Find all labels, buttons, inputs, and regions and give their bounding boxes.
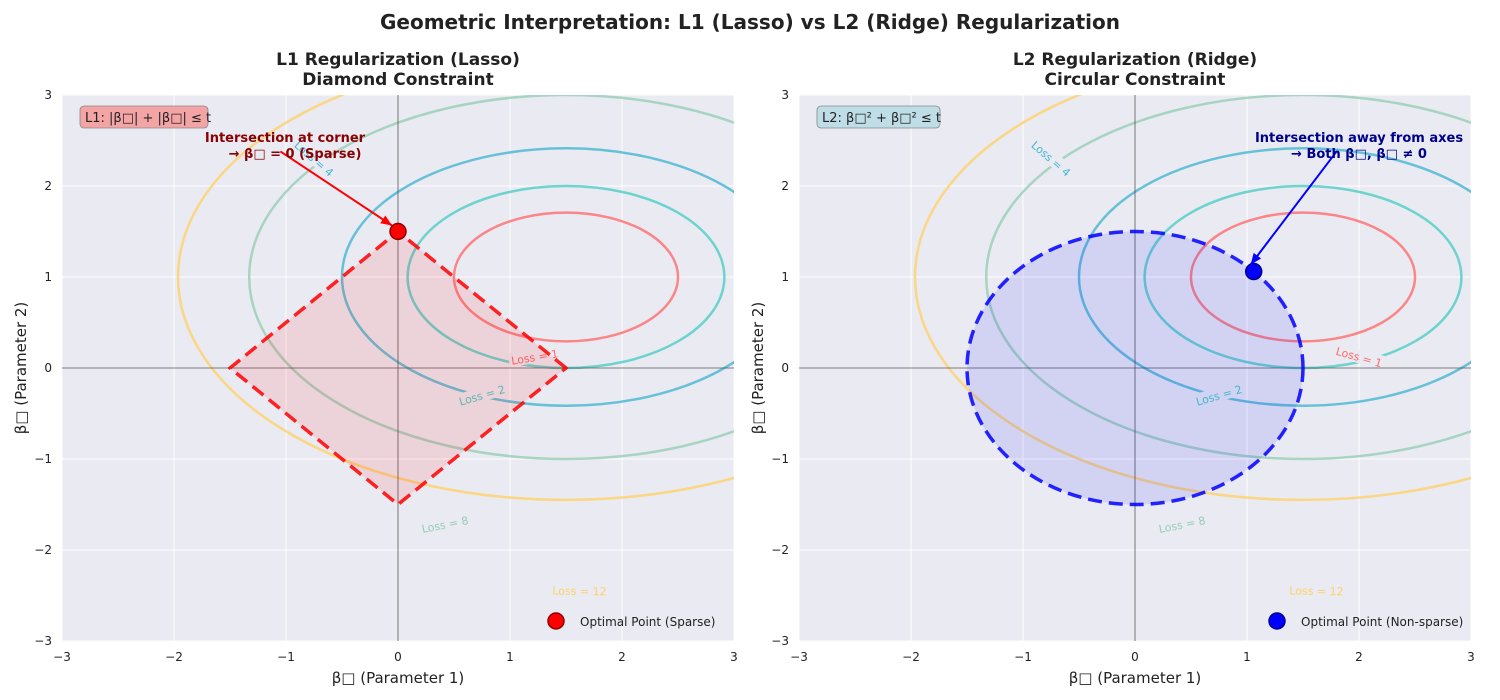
panel-title: L2 Regularization (Ridge) <box>1013 50 1257 70</box>
y-axis-label: β□ (Parameter 2) <box>12 302 30 435</box>
constraint-label: L1: |β□| + |β□| ≤ t <box>85 111 211 126</box>
contour-loss-4 <box>340 147 734 407</box>
y-tick-label: −1 <box>34 452 52 466</box>
y-tick-label: 2 <box>44 179 52 193</box>
panel-title: L1 Regularization (Lasso) <box>276 50 520 70</box>
y-tick-label: 1 <box>781 270 789 284</box>
contour-label-gap <box>1154 511 1209 536</box>
contour-label-gap <box>507 345 562 368</box>
contour-label-12: Loss = 12 <box>552 584 607 598</box>
x-tick-label: −1 <box>277 650 295 664</box>
contour-label-gap <box>553 582 606 598</box>
annotation-line-1: Intersection away from axes <box>1255 131 1463 146</box>
optimal-point <box>389 222 407 241</box>
l1-diamond-constraint <box>227 229 569 507</box>
contour-label-gap <box>1027 135 1076 181</box>
annotation-line-1: Intersection at corner <box>205 131 366 146</box>
legend-label: Optimal Point (Non-sparse) <box>1301 615 1463 629</box>
contour-loss-4 <box>1077 147 1471 407</box>
y-tick-label: 0 <box>781 361 789 375</box>
annotation-line-2: → Both β□, β□ ≠ 0 <box>1291 147 1427 162</box>
contour-loss-8 <box>248 95 734 461</box>
contour-loss-12 <box>913 95 1471 502</box>
x-tick-label: −1 <box>1014 650 1032 664</box>
panel-subtitle: Circular Constraint <box>1045 70 1226 90</box>
x-tick-label: 2 <box>1355 650 1363 664</box>
contour-label-gap <box>1332 342 1387 370</box>
legend-label: Optimal Point (Sparse) <box>580 615 715 629</box>
y-tick-label: −1 <box>771 452 789 466</box>
contour-label-gap <box>454 380 509 409</box>
contour-loss-12 <box>176 95 734 502</box>
x-axis-label: β□ (Parameter 1) <box>332 669 465 687</box>
y-tick-label: −3 <box>34 634 52 648</box>
x-tick-label: 0 <box>394 650 402 664</box>
y-axis-label: β□ (Parameter 2) <box>749 302 767 435</box>
annotation-arrow <box>1249 150 1338 266</box>
y-tick-label: 3 <box>44 88 52 102</box>
x-tick-label: −3 <box>790 650 808 664</box>
y-tick-label: 1 <box>44 270 52 284</box>
contour-label-gap <box>1290 582 1343 598</box>
annotation-arrow <box>279 150 393 227</box>
legend-marker <box>547 612 565 630</box>
x-tick-label: 3 <box>1467 650 1475 664</box>
optimal-point <box>1244 262 1263 281</box>
y-tick-label: 2 <box>781 179 789 193</box>
annotation-arrowhead <box>1250 252 1262 265</box>
x-tick-label: 1 <box>1243 650 1251 664</box>
contour-loss-1 <box>452 211 680 343</box>
constraint-label-box <box>79 105 209 129</box>
y-tick-label: 3 <box>781 88 789 102</box>
y-tick-label: −3 <box>771 634 789 648</box>
x-axis-label: β□ (Parameter 1) <box>1069 669 1202 687</box>
y-tick-label: −2 <box>34 543 52 557</box>
contour-label-gap <box>290 135 339 181</box>
y-tick-label: 0 <box>44 361 52 375</box>
x-tick-label: 0 <box>1131 650 1139 664</box>
panel-subtitle: Diamond Constraint <box>302 70 493 90</box>
x-tick-label: −2 <box>165 650 183 664</box>
contour-label-gap <box>1191 380 1246 409</box>
x-tick-label: 3 <box>730 650 738 664</box>
constraint-label-box <box>816 105 941 129</box>
y-tick-label: −2 <box>771 543 789 557</box>
x-tick-label: −2 <box>902 650 920 664</box>
contour-loss-8 <box>985 95 1471 461</box>
figure-title: Geometric Interpretation: L1 (Lasso) vs … <box>380 10 1120 34</box>
x-tick-label: −3 <box>53 650 71 664</box>
x-tick-label: 1 <box>506 650 514 664</box>
l2-circle-constraint <box>965 229 1305 507</box>
contour-loss-1 <box>1189 211 1417 343</box>
contour-label-12: Loss = 12 <box>1289 584 1344 598</box>
contour-label-gap <box>417 511 472 536</box>
constraint-label: L2: β□² + β□² ≤ t <box>822 111 941 126</box>
annotation-line-2: → β□ = 0 (Sparse) <box>229 147 362 162</box>
legend-marker <box>1268 612 1286 630</box>
x-tick-label: 2 <box>618 650 626 664</box>
annotation-arrowhead <box>380 215 392 226</box>
